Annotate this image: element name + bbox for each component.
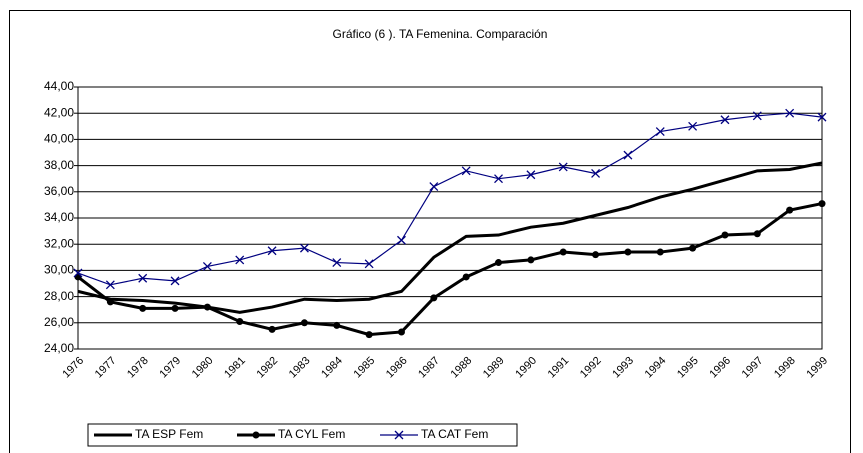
y-tick-label: 40,00 [44, 132, 74, 146]
y-tick-label: 32,00 [44, 236, 74, 250]
point [495, 259, 503, 267]
chart-frame [9, 10, 851, 453]
point [753, 230, 761, 238]
legend-marker [252, 431, 260, 439]
point [235, 255, 245, 265]
y-tick-label: 24,00 [44, 341, 74, 355]
y-tick-label: 26,00 [44, 315, 74, 329]
point [300, 319, 308, 327]
point [527, 256, 535, 264]
point [138, 273, 148, 283]
legend-label: TA CYL Fem [278, 427, 345, 441]
point [429, 182, 439, 192]
point [106, 298, 114, 306]
point [624, 248, 632, 256]
point [139, 304, 147, 312]
y-tick-label: 36,00 [44, 184, 74, 198]
point [365, 331, 373, 339]
point [559, 248, 567, 256]
point [785, 108, 795, 118]
point [299, 243, 309, 253]
point [656, 248, 664, 256]
point [721, 231, 729, 239]
chart-title: Gráfico (6 ). TA Femenina. Comparación [333, 27, 548, 41]
point [430, 294, 438, 302]
point [73, 268, 83, 278]
point [203, 303, 211, 311]
point [202, 262, 212, 271]
legend-marker [394, 430, 404, 440]
y-tick-label: 28,00 [44, 289, 74, 303]
point [461, 166, 471, 176]
point [332, 258, 342, 267]
point [268, 325, 276, 333]
point [397, 235, 406, 245]
point [170, 276, 180, 286]
point [591, 169, 601, 178]
point [171, 304, 179, 312]
point [333, 321, 341, 329]
point [397, 328, 405, 336]
point [364, 259, 374, 269]
point [623, 150, 633, 160]
point [786, 206, 794, 214]
y-tick-label: 30,00 [44, 263, 74, 277]
legend-box [87, 423, 518, 447]
legend-label: TA CAT Fem [421, 427, 488, 441]
y-tick-label: 34,00 [44, 210, 74, 224]
point [592, 251, 600, 259]
point [817, 112, 827, 122]
point [688, 121, 698, 131]
point [267, 246, 277, 256]
point [558, 162, 568, 172]
point [720, 115, 730, 125]
point [494, 174, 503, 184]
y-tick-label: 38,00 [44, 158, 74, 172]
point [462, 273, 470, 281]
point [689, 244, 697, 252]
y-tick-label: 44,00 [44, 79, 74, 93]
point [526, 170, 536, 180]
series-line [77, 202, 823, 337]
point [818, 200, 826, 208]
point [752, 111, 762, 121]
point [105, 280, 115, 290]
legend-label: TA ESP Fem [135, 427, 203, 441]
y-tick-label: 42,00 [44, 105, 74, 119]
series-line [77, 112, 823, 286]
legend: TA ESP Fem TA CYL Fem TA CAT Fem [87, 423, 518, 447]
point [655, 127, 665, 136]
point [236, 317, 244, 325]
